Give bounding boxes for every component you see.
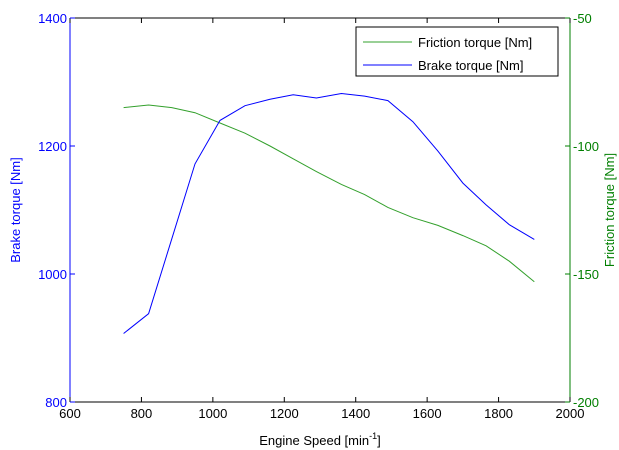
ticks-layer: 600 800 1000 1200 1400 1600 1800 20008001000120… (38, 11, 599, 421)
legend: Friction torque [Nm] Brake torque [Nm] (355, 26, 559, 77)
right-tick-label: -100 (573, 139, 599, 154)
x-axis-label: Engine Speed [min-1] (259, 431, 381, 448)
legend-label-friction: Friction torque [Nm] (418, 35, 532, 50)
plot-area (70, 18, 570, 402)
axes-layer (69, 17, 571, 403)
x-tick-label: 1200 (270, 406, 299, 421)
left-tick-label: 1000 (38, 267, 67, 282)
right-tick-label: -150 (573, 267, 599, 282)
right-tick-label: -200 (573, 395, 599, 410)
left-tick-label: 1400 (38, 11, 67, 26)
x-tick-label: 1000 (198, 406, 227, 421)
legend-label-brake: Brake torque [Nm] (418, 58, 524, 73)
x-tick-label: 600 (59, 406, 81, 421)
left-tick-label: 1200 (38, 139, 67, 154)
x-axis-label-superscript: -1 (369, 431, 377, 441)
right-tick-label: -50 (573, 11, 592, 26)
x-tick-label: 2000 (556, 406, 585, 421)
x-axis-label-suffix: ] (377, 433, 381, 448)
x-tick-label: 1400 (341, 406, 370, 421)
left-axis-label: Brake torque [Nm] (8, 157, 23, 263)
x-tick-label: 1800 (484, 406, 513, 421)
series-line-brake-torque (123, 92, 535, 334)
x-tick-label: 800 (131, 406, 153, 421)
right-axis-label: Friction torque [Nm] (602, 153, 617, 267)
x-tick-label: 1600 (413, 406, 442, 421)
series-line-friction-torque (123, 104, 535, 283)
legend-box (355, 26, 559, 77)
series-layer (123, 92, 535, 334)
left-tick-label: 800 (45, 395, 67, 410)
